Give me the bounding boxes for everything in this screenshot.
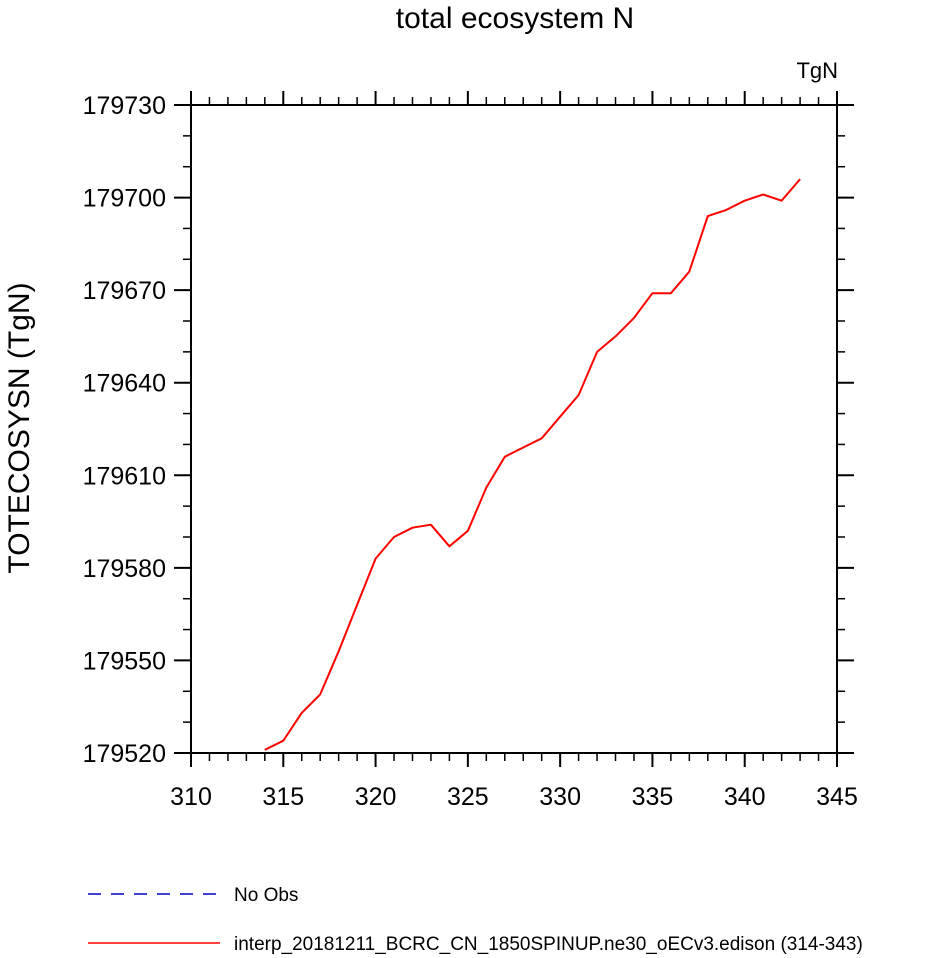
x-tick-label: 330 bbox=[539, 783, 581, 811]
x-tick-label: 320 bbox=[355, 783, 397, 811]
units-label: TgN bbox=[796, 58, 838, 83]
legend: No Obs interp_20181211_BCRC_CN_1850SPINUP… bbox=[88, 885, 863, 955]
axis-tick-labels: 310 315 320 325 330 335 340 345 179520 179550 1795… bbox=[83, 92, 858, 811]
y-tick-label: 179580 bbox=[83, 555, 166, 583]
chart-title: total ecosystem N bbox=[396, 2, 634, 35]
y-tick-label: 179550 bbox=[83, 647, 166, 675]
y-tick-label: 179730 bbox=[83, 92, 166, 120]
plot-frame bbox=[190, 104, 838, 754]
x-tick-label: 310 bbox=[170, 783, 212, 811]
legend-label-0: No Obs bbox=[234, 885, 298, 906]
y-tick-label: 179700 bbox=[83, 185, 166, 213]
x-tick-label: 315 bbox=[262, 783, 304, 811]
y-tick-label: 179520 bbox=[83, 740, 166, 768]
x-tick-label: 325 bbox=[447, 783, 489, 811]
legend-label-1: interp_20181211_BCRC_CN_1850SPINUP.ne30_… bbox=[234, 934, 863, 955]
axis-ticks bbox=[174, 91, 854, 767]
y-tick-label: 179640 bbox=[83, 370, 166, 398]
x-tick-label: 345 bbox=[816, 783, 858, 811]
series-layer bbox=[264, 178, 801, 751]
y-tick-label: 179670 bbox=[83, 277, 166, 305]
y-axis-label: TOTECOSYSN (TgN) bbox=[3, 282, 36, 573]
y-tick-label: 179610 bbox=[83, 462, 166, 490]
x-tick-label: 335 bbox=[632, 783, 674, 811]
x-tick-label: 340 bbox=[724, 783, 766, 811]
series-line-0 bbox=[264, 178, 801, 751]
